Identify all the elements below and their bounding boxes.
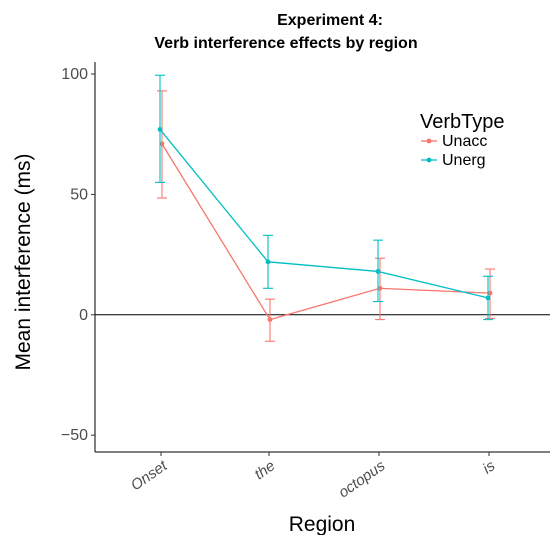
- legend-key-point: [426, 138, 432, 144]
- y-tick-label: 0: [79, 307, 88, 324]
- data-point: [157, 127, 163, 132]
- x-axis-title: Region: [289, 513, 356, 535]
- x-tick-label: is: [480, 457, 499, 477]
- chart-subtitle: Verb interference effects by region: [154, 35, 417, 52]
- series-line-unerg: [159, 128, 489, 299]
- data-point: [265, 259, 271, 265]
- legend-label-unacc: Unacc: [442, 133, 487, 150]
- data-point: [377, 285, 383, 291]
- data-point: [159, 141, 165, 147]
- series-line-unacc: [161, 143, 491, 321]
- legend-label-unerg: Unerg: [442, 152, 486, 169]
- series-unerg: [155, 74, 493, 321]
- data-point: [375, 269, 381, 274]
- legend: VerbType Unacc Unerg: [420, 111, 505, 169]
- y-tick-label: 100: [61, 66, 88, 83]
- y-tick-label: 50: [70, 186, 88, 203]
- data-point: [267, 317, 273, 322]
- y-axis-title: Mean interference (ms): [12, 153, 35, 370]
- series-unacc: [157, 90, 495, 342]
- legend-title: VerbType: [420, 111, 505, 133]
- x-tick-label: Onset: [128, 457, 171, 494]
- y-tick-label: −50: [61, 427, 88, 444]
- legend-key-point: [426, 157, 432, 163]
- x-tick-label: the: [251, 457, 278, 483]
- x-tick-label: octopus: [335, 457, 388, 501]
- data-point: [485, 295, 491, 301]
- chart-title: Experiment 4:: [277, 12, 383, 29]
- data-point: [487, 290, 493, 296]
